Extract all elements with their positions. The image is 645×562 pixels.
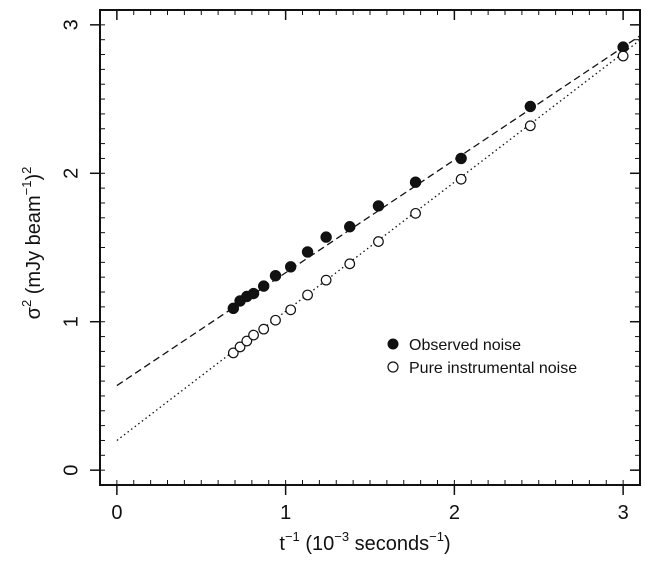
major-ticks xyxy=(90,10,640,495)
y-axis-title: σ2 (mJy beam−1)2 xyxy=(19,167,45,320)
instrumental-noise-point xyxy=(270,314,281,326)
instrumental-noise-point xyxy=(344,258,356,270)
observed-noise-point xyxy=(455,152,467,165)
observed-noise-point xyxy=(524,100,537,113)
instrumental-noise-point xyxy=(227,347,239,359)
legend: Observed noise Pure instrumental noise xyxy=(387,337,577,377)
y-tick-label: 3 xyxy=(60,19,82,30)
observed-noise-point xyxy=(320,231,332,243)
x-axis-title: t−1 (10−3 seconds−1) xyxy=(279,529,450,555)
y-tick-label: 2 xyxy=(60,168,82,179)
y-tick-label: 1 xyxy=(60,316,82,327)
observed-noise-point xyxy=(344,221,356,233)
instrumental-noise-point xyxy=(234,341,246,353)
legend-marker-instrumental xyxy=(387,361,399,373)
legend-label-observed: Observed noise xyxy=(409,337,521,354)
plot-frame xyxy=(99,9,641,486)
legend-marker-observed xyxy=(387,338,399,350)
minor-ticks xyxy=(100,10,640,485)
tick-labels: 0 1 2 3 0 1 2 3 xyxy=(60,19,628,524)
instrumental-noise-point xyxy=(373,236,384,247)
data-points xyxy=(227,41,629,359)
instrumental-noise-point xyxy=(617,50,629,62)
observed-noise-point xyxy=(372,200,385,212)
observed-noise-point xyxy=(227,302,240,315)
instrumental-noise-point xyxy=(320,274,332,286)
x-tick-label: 1 xyxy=(280,502,291,524)
y-tick-label: 0 xyxy=(60,465,82,476)
instrumental-noise-point xyxy=(455,173,467,185)
x-tick-label: 3 xyxy=(618,502,629,524)
observed-noise-point xyxy=(284,261,297,273)
observed-noise-point xyxy=(269,270,282,282)
instrumental-noise-point xyxy=(302,289,313,301)
observed-noise-point xyxy=(409,176,422,188)
instrumental-noise-point xyxy=(285,304,297,316)
x-tick-label: 2 xyxy=(449,502,460,524)
legend-label-instrumental: Pure instrumental noise xyxy=(409,360,577,377)
instrumental-noise-point xyxy=(248,329,259,341)
observed-noise-point xyxy=(247,287,260,300)
instrumental-noise-point xyxy=(410,207,421,219)
observed-noise-point xyxy=(301,246,314,258)
x-tick-label: 0 xyxy=(111,502,122,524)
observed-noise-point xyxy=(257,280,270,292)
instrumental-noise-point xyxy=(241,335,253,347)
instrumental-noise-point xyxy=(258,323,270,335)
instrumental-noise-point xyxy=(524,120,536,132)
